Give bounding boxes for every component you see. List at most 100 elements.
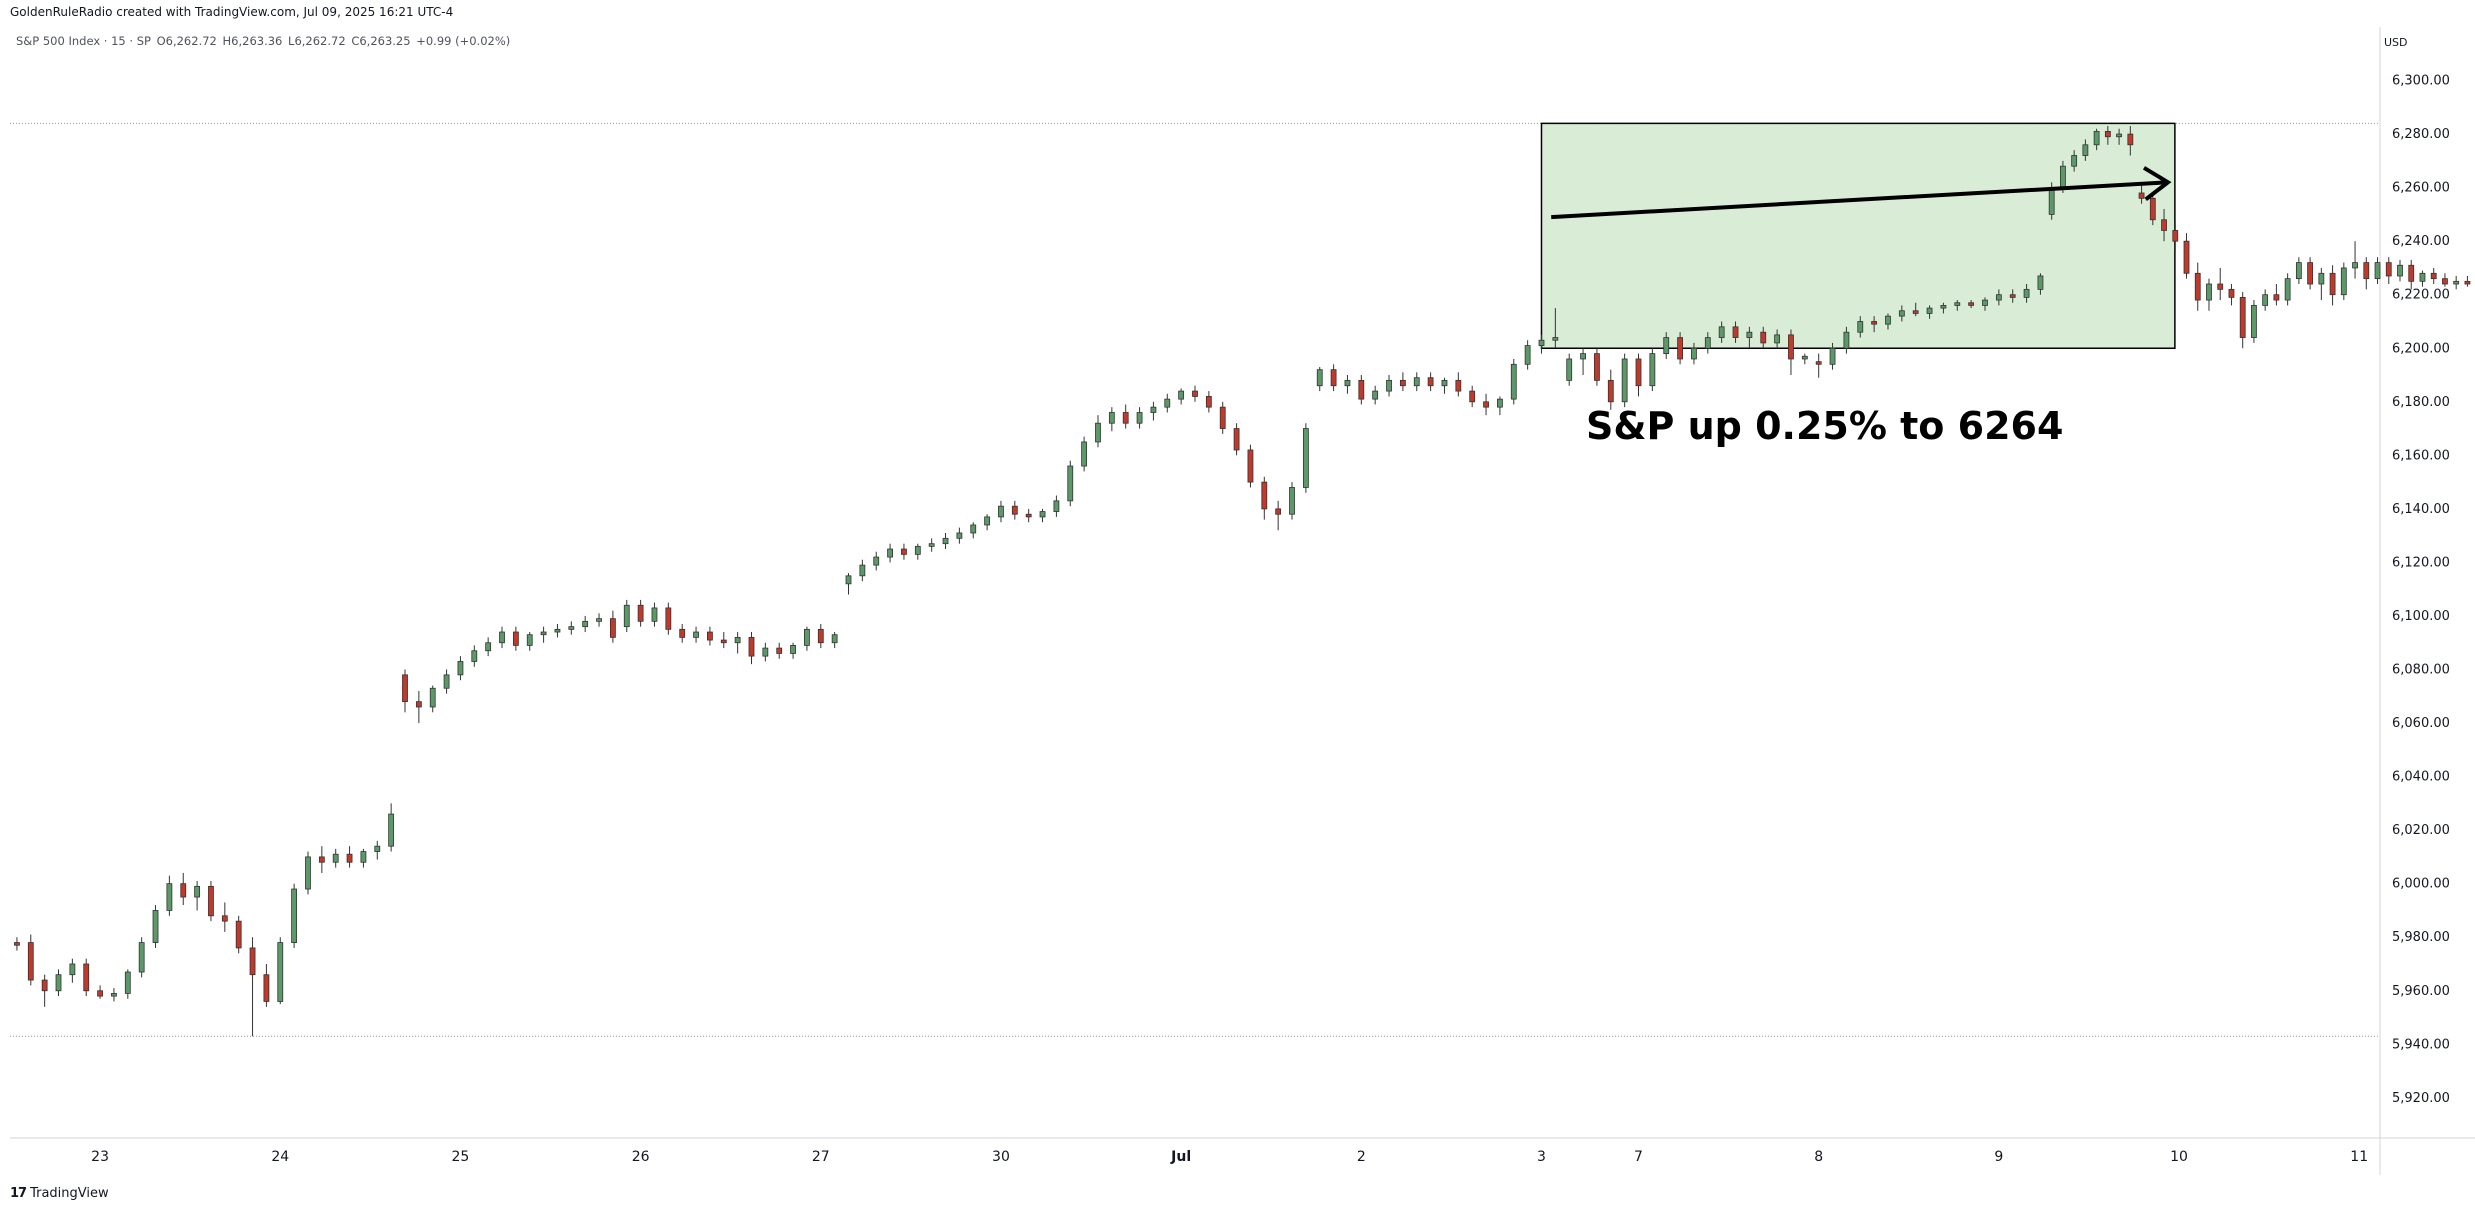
candle-body (2217, 283, 2224, 290)
candle-body (609, 618, 616, 638)
candle-body (1510, 363, 1517, 400)
candle-body (166, 883, 173, 911)
symbol-legend: S&P 500 Index · 15 · SP O6,262.72 H6,263… (16, 34, 512, 48)
candle-body (2307, 262, 2314, 285)
candle-body (429, 687, 436, 708)
candle-body (124, 971, 131, 994)
candle-body (1940, 305, 1947, 309)
candle-body (665, 607, 672, 630)
candle-body (1205, 396, 1212, 408)
y-tick-label: 5,920.00 (2392, 1091, 2450, 1106)
candle-body (1635, 358, 1642, 387)
candle-body (1663, 337, 1670, 355)
candle-body (1774, 334, 1781, 344)
candle-body (1552, 337, 1559, 341)
candle-body (1718, 326, 1725, 338)
candle-body (707, 631, 713, 641)
candle-body (2082, 144, 2089, 156)
candle-body (540, 631, 547, 636)
candle-body (1441, 379, 1448, 387)
y-tick-label: 6,180.00 (2392, 395, 2450, 410)
annotation-text: S&P up 0.25% to 6264 (1586, 404, 2064, 448)
x-tick-label: 24 (271, 1149, 289, 1165)
candle-body (180, 883, 187, 898)
candle-body (1871, 321, 1878, 325)
y-tick-label: 6,300.00 (2392, 74, 2450, 89)
candle-body (138, 942, 145, 973)
candle-body (1898, 310, 1905, 317)
candle-body (1843, 331, 1850, 349)
candle-body (804, 628, 810, 646)
candle-body (1968, 302, 1975, 306)
candle-body (485, 642, 492, 652)
candle-body (1275, 508, 1282, 515)
tradingview-footer[interactable]: 17 TradingView (10, 1186, 109, 1201)
y-tick-label: 6,020.00 (2392, 823, 2450, 838)
candle-body (55, 974, 62, 992)
candle-body (471, 650, 478, 662)
candle-body (942, 537, 949, 545)
candle-body (984, 516, 991, 526)
candle-body (1289, 487, 1295, 515)
candle-body (1178, 390, 1185, 400)
candle-body (1358, 379, 1365, 400)
candle-body (998, 505, 1004, 518)
candle-body (2430, 272, 2437, 280)
candle-body (2385, 262, 2392, 277)
y-tick-label: 6,100.00 (2392, 609, 2450, 624)
trend-arrow-head-icon (2142, 166, 2172, 201)
candle-body (2352, 262, 2358, 269)
candle-body (97, 990, 103, 997)
candle-body (2408, 264, 2415, 282)
candle-body (1399, 379, 1406, 387)
candle-body (1344, 379, 1351, 387)
candle-body (2206, 283, 2212, 301)
candle-body (2397, 264, 2403, 277)
candle-body (2442, 278, 2448, 285)
candle-body (859, 564, 866, 577)
candle-body (734, 636, 741, 644)
candle-body (305, 856, 311, 890)
candle-body (1912, 310, 1919, 314)
symbol-name[interactable]: S&P 500 Index · 15 · SP (16, 34, 151, 48)
candle-body (1982, 299, 1988, 306)
y-tick-label: 6,280.00 (2392, 127, 2450, 142)
candle-body (623, 604, 630, 628)
candle-body (679, 628, 686, 638)
candle-body (208, 885, 214, 917)
candle-body (568, 626, 575, 630)
candle-body (1316, 369, 1323, 387)
candle-body (499, 631, 505, 644)
candle-body (1330, 369, 1337, 387)
x-tick-label: 2 (1357, 1149, 1366, 1165)
y-tick-label: 6,060.00 (2392, 716, 2450, 731)
candle-body (1455, 379, 1462, 392)
candle-body (1760, 331, 1767, 344)
x-tick-label: 10 (2170, 1149, 2188, 1165)
candle-body (2453, 280, 2460, 285)
candle-body (1136, 412, 1143, 424)
candle-body (2329, 272, 2336, 296)
candle-body (2340, 267, 2347, 296)
y-tick-label: 5,980.00 (2392, 930, 2450, 945)
candle-body (249, 947, 256, 976)
candle-body (374, 845, 381, 852)
tradingview-brand-text: TradingView (30, 1186, 109, 1201)
candle-body (1524, 345, 1531, 365)
candle-body (1081, 441, 1088, 467)
candle-body (1497, 398, 1503, 408)
candle-body (27, 942, 34, 981)
candle-body (1122, 412, 1129, 424)
candle-body (2273, 294, 2280, 301)
candle-body (2037, 275, 2044, 290)
candle-body (1164, 398, 1171, 408)
candle-body (415, 701, 422, 708)
currency-label[interactable]: USD (2384, 36, 2408, 49)
candle-body (2464, 280, 2471, 285)
candle-body (2116, 133, 2122, 138)
candle-body (402, 674, 408, 703)
candle-body (360, 851, 367, 863)
candle-body (1621, 358, 1628, 403)
candle-body (1469, 390, 1476, 403)
